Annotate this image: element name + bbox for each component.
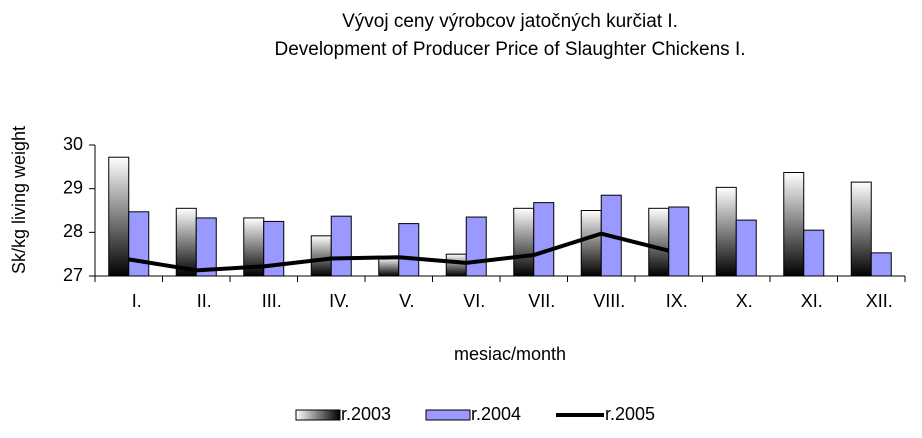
y-tick-label: 29 (63, 177, 83, 197)
x-tick-label: I. (132, 291, 142, 311)
x-tick-label: VI. (463, 291, 485, 311)
bar (445, 253, 467, 277)
bar (668, 206, 690, 277)
bar (108, 156, 130, 277)
x-tick-label: X. (736, 291, 753, 311)
bar (310, 235, 332, 277)
bar (735, 219, 757, 277)
bar (330, 215, 352, 277)
y-axis-label: Sk/kg living weight (9, 126, 29, 274)
x-tick-label: II. (197, 291, 212, 311)
bar (580, 210, 602, 277)
bar (378, 257, 400, 277)
y-tick-label: 28 (63, 221, 83, 241)
x-axis-label: mesiac/month (454, 344, 566, 364)
x-tick-label: IX. (666, 291, 688, 311)
bar (850, 181, 872, 277)
bar (465, 216, 487, 277)
bar (513, 207, 535, 277)
bar (715, 186, 737, 277)
bar (398, 223, 420, 277)
x-tick-label: IV. (329, 291, 349, 311)
chart-title: Vývoj ceny výrobcov jatočných kurčiat I. (342, 11, 678, 32)
line-series (128, 231, 670, 273)
x-tick-label: XII. (866, 291, 893, 311)
bar (128, 211, 150, 277)
bar (870, 252, 892, 277)
bar (783, 172, 805, 277)
x-tick-label: XI. (801, 291, 823, 311)
legend-swatch (425, 409, 471, 421)
legend-label: r.2005 (605, 404, 655, 424)
bar (803, 229, 825, 277)
bar (648, 207, 670, 277)
legend-swatch (295, 409, 341, 421)
x-tick-label: VII. (528, 291, 555, 311)
chart-subtitle: Development of Producer Price of Slaught… (274, 39, 745, 60)
legend-label: r.2004 (471, 404, 521, 424)
bar (195, 217, 217, 277)
y-tick-label: 30 (63, 134, 83, 154)
x-tick-label: III. (262, 291, 282, 311)
x-tick-label: VIII. (593, 291, 625, 311)
legend-label: r.2003 (341, 404, 391, 424)
bar (533, 202, 555, 277)
x-tick-label: V. (399, 291, 414, 311)
y-tick-label: 27 (63, 265, 83, 285)
